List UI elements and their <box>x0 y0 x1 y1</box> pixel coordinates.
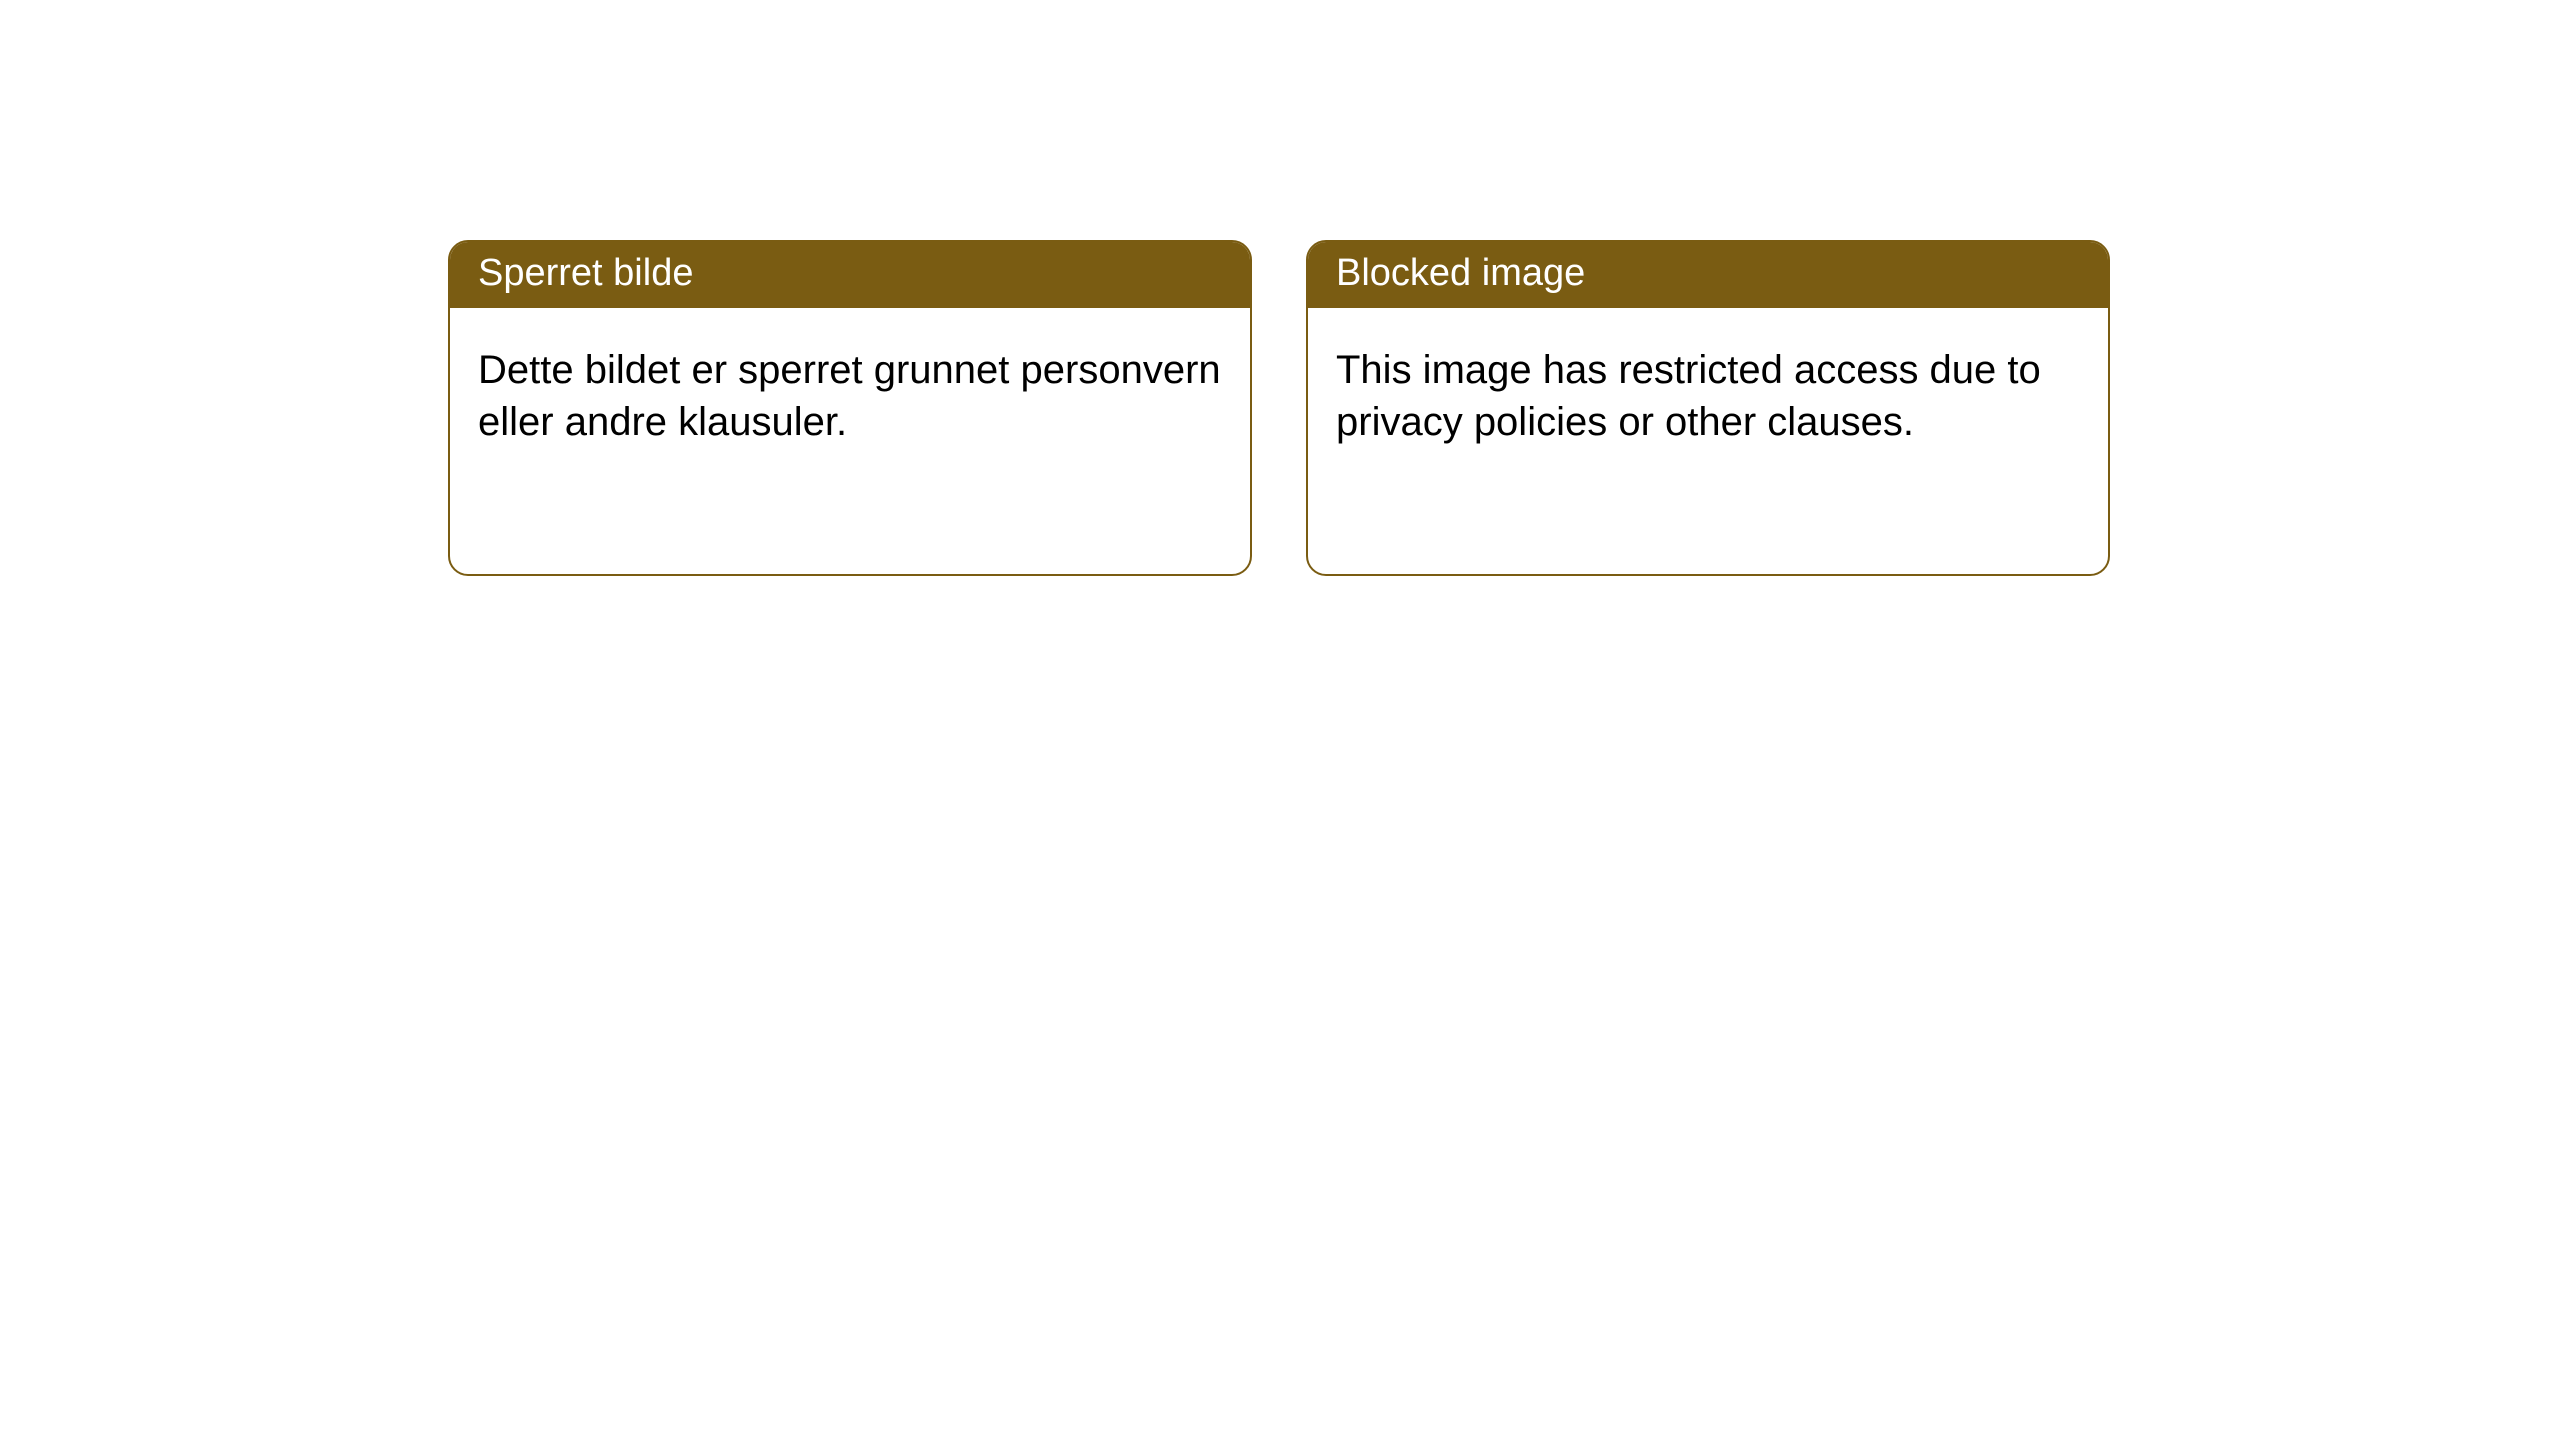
notice-body: Dette bildet er sperret grunnet personve… <box>450 308 1250 484</box>
notice-header: Sperret bilde <box>450 242 1250 308</box>
notice-card-english: Blocked image This image has restricted … <box>1306 240 2110 576</box>
notice-card-norwegian: Sperret bilde Dette bildet er sperret gr… <box>448 240 1252 576</box>
notice-header: Blocked image <box>1308 242 2108 308</box>
notice-body: This image has restricted access due to … <box>1308 308 2108 484</box>
notice-container: Sperret bilde Dette bildet er sperret gr… <box>0 0 2560 576</box>
